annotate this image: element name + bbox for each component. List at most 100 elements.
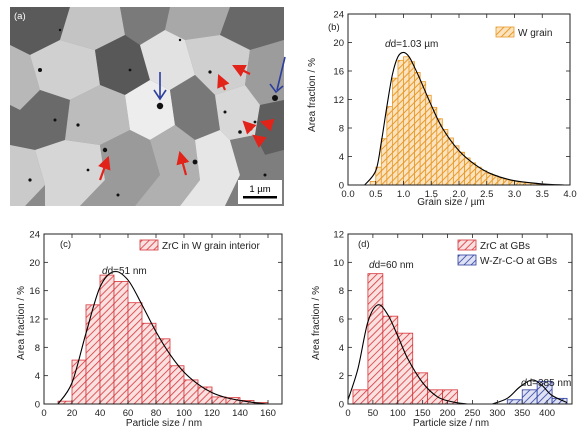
legend-swatch-wzrco-gb — [457, 254, 477, 266]
y-tick-label: 20 — [333, 38, 344, 49]
bar — [352, 389, 369, 405]
red-arrow-icon — [252, 134, 267, 148]
bar — [397, 332, 414, 405]
bar — [447, 137, 454, 186]
particle-dots — [28, 28, 278, 197]
bar — [113, 281, 129, 405]
annotation-mean-zrc-gb: dd=60 nm — [369, 260, 414, 271]
x-axis-label-b: Grain size / µm — [417, 197, 484, 208]
fit-curve-zrc-interior — [57, 270, 269, 405]
y-tick-label: 16 — [333, 67, 344, 78]
legend-swatch-w-grain — [495, 26, 515, 38]
bars-zrc-interior — [57, 274, 269, 405]
annotation-mean-grain: dd=1.03 µm — [385, 39, 438, 50]
blue-arrow-icon — [153, 72, 167, 101]
axes-b: 0.0 0.5 1.0 1.5 2.0 2.5 3.0 3.5 4.0 0 4 8 12 16 20 24 — [333, 10, 576, 201]
y-tick-label: 0 — [35, 400, 40, 411]
red-arrows — [98, 65, 275, 181]
bar — [458, 151, 465, 186]
bar — [506, 399, 523, 405]
panel-label-d: (d) — [358, 239, 370, 250]
bar — [430, 106, 438, 186]
y-axis-label-c: Area fraction / % — [16, 286, 27, 360]
annotation-mean-zrc-gb-text: d=60 nm — [375, 260, 414, 271]
y-tick-label: 0 — [339, 400, 344, 411]
legend-label-zrc-interior: ZrC in W grain interior — [162, 241, 260, 252]
panel-label-b: (b) — [328, 22, 340, 33]
bar — [71, 359, 87, 405]
x-tick-label: 400 — [539, 408, 555, 419]
micrograph-panel: 1 µm (a) — [10, 7, 286, 206]
red-arrow-icon — [176, 150, 190, 176]
y-axis-label-d: Area fraction / % — [311, 286, 322, 360]
bar — [183, 379, 199, 405]
bar — [169, 365, 185, 405]
x-tick-label: 2.0 — [452, 189, 465, 200]
y-tick-label: 0 — [339, 181, 344, 192]
x-tick-label: 40 — [95, 408, 106, 419]
annotation-mean-wzrco-gb: dd=385 nm — [521, 378, 571, 389]
bars-gb — [352, 273, 568, 405]
red-arrow-icon — [217, 73, 230, 91]
chart-panel-c: (c) 0 20 40 60 80 100 120 140 160 0 4 8 12 16 20 24 dd=… — [16, 230, 283, 429]
bar — [486, 173, 493, 186]
legend-swatch-zrc-interior — [139, 239, 159, 251]
x-tick-label: 350 — [514, 408, 530, 419]
y-tick-label: 4 — [35, 371, 40, 382]
bar — [425, 94, 432, 186]
x-tick-label: 120 — [204, 408, 220, 419]
bar — [382, 315, 399, 405]
bar — [436, 118, 443, 186]
y-tick-label: 4 — [339, 343, 344, 354]
bars-w-grain — [369, 56, 543, 186]
chart-panel-b: (b) 0.0 0.5 1.0 1.5 2.0 2.5 3.0 3.5 4.0 0 4 8 12 16 20… — [307, 10, 577, 209]
scale-bar-label: 1 µm — [249, 184, 270, 195]
x-tick-label: 1.5 — [425, 189, 438, 200]
bar — [453, 145, 460, 186]
bar — [403, 56, 410, 186]
fit-curve-wzrco-gb — [492, 379, 568, 405]
annotation-mean-wzrco-gb-text: d=385 nm — [527, 378, 572, 389]
x-tick-label: 50 — [368, 408, 379, 419]
bar — [85, 304, 101, 405]
bar — [408, 61, 415, 186]
y-tick-label: 12 — [333, 95, 344, 106]
bar — [380, 138, 388, 186]
red-arrow-icon — [259, 118, 275, 132]
y-tick-label: 10 — [333, 258, 344, 269]
grain-texture — [10, 7, 284, 206]
bar — [211, 396, 227, 405]
bar — [469, 162, 477, 186]
fit-curve-w-grain — [364, 51, 565, 186]
x-tick-label: 0 — [345, 408, 350, 419]
red-arrow-icon — [98, 155, 111, 181]
annotation-mean-grain-text: d=1.03 µm — [391, 39, 439, 50]
scale-bar — [243, 196, 277, 199]
bar — [508, 180, 515, 186]
y-tick-label: 12 — [29, 315, 40, 326]
x-tick-label: 150 — [415, 408, 431, 419]
bar — [491, 175, 499, 186]
bar — [441, 129, 449, 186]
bar — [386, 106, 393, 186]
x-tick-label: 2.5 — [480, 189, 493, 200]
x-axis-label-d: Particle size / nm — [413, 418, 489, 429]
x-tick-label: 140 — [232, 408, 248, 419]
legend-label-wzrco-gb: W-Zr-C-O at GBs — [480, 256, 557, 267]
bar — [419, 81, 427, 186]
annotation-mean-interior-text: d=51 nm — [108, 266, 147, 277]
y-tick-label: 24 — [29, 230, 40, 241]
bar — [427, 389, 443, 405]
legend-label-w-grain: W grain — [518, 28, 552, 39]
bar — [521, 389, 538, 405]
legend-c: ZrC in W grain interior — [139, 239, 260, 252]
legend-b: W grain — [495, 26, 552, 39]
bar — [475, 166, 482, 186]
x-tick-label: 80 — [151, 408, 162, 419]
red-arrow-icon — [232, 65, 251, 77]
bar — [155, 338, 171, 405]
x-tick-label: 0 — [41, 408, 46, 419]
bar — [464, 157, 471, 186]
bar — [369, 181, 377, 186]
x-tick-label: 3.5 — [536, 189, 549, 200]
